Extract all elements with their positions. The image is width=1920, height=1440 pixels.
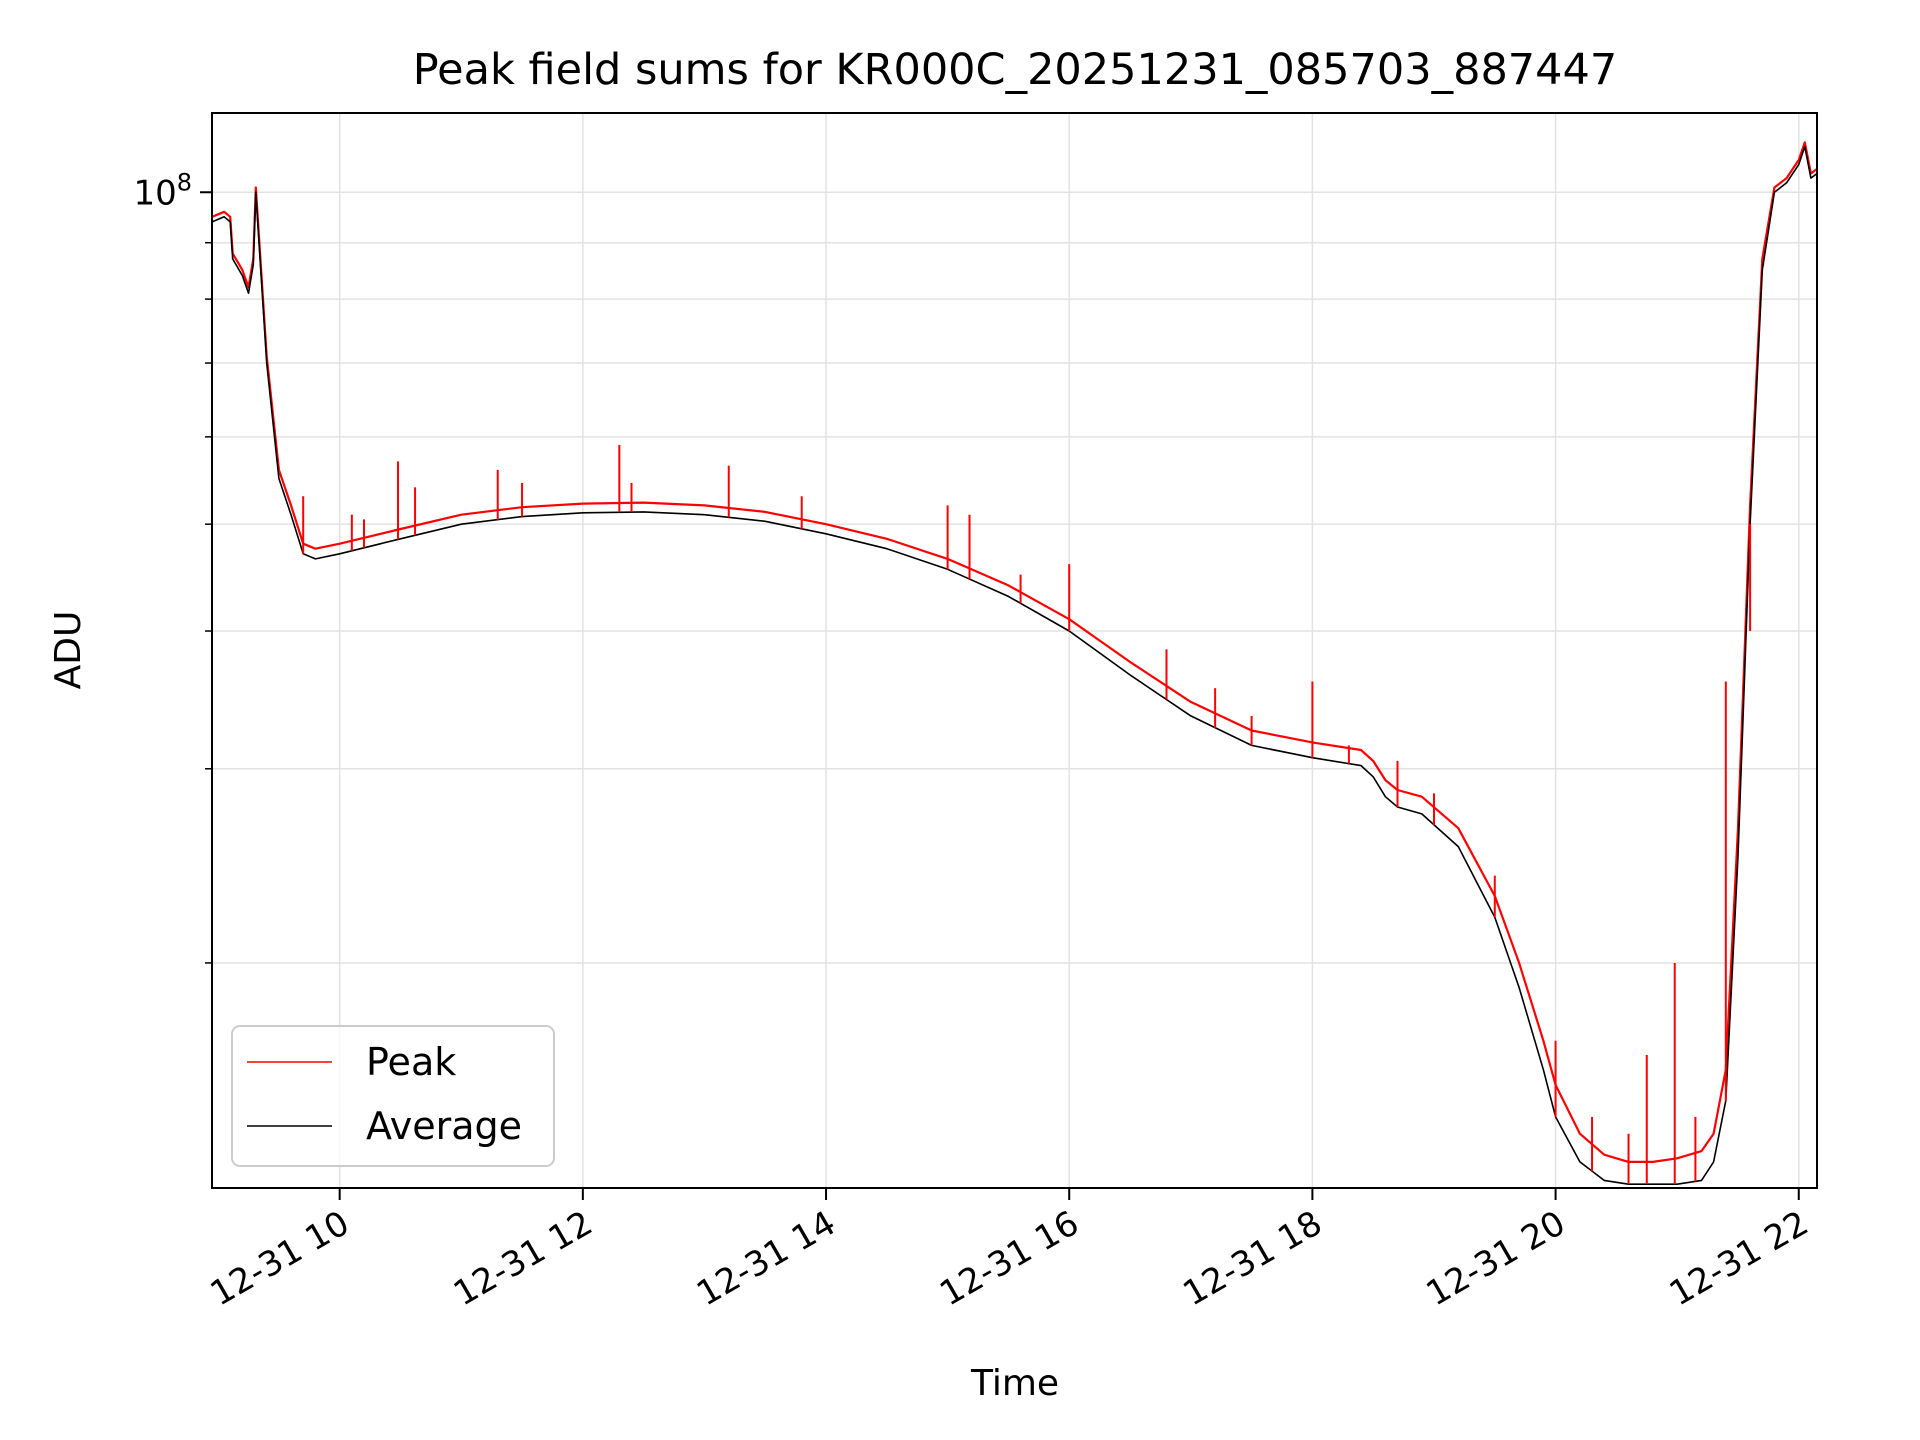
legend-peak-label: Peak [366, 1040, 456, 1084]
y-axis-label: ADU [48, 611, 89, 690]
peak-spikes [302, 444, 1752, 1185]
legend-average-label: Average [366, 1104, 522, 1148]
chart-title: Peak field sums for KR000C_20251231_0857… [413, 45, 1617, 95]
plot-frame [211, 112, 1818, 1189]
y-axis: 108 [133, 168, 212, 964]
grid [212, 113, 1817, 1188]
x-axis-label: Time [970, 1363, 1059, 1404]
legend: Peak Average [231, 1025, 555, 1167]
y-tick-label: 108 [133, 168, 192, 213]
legend-box [231, 1025, 555, 1167]
